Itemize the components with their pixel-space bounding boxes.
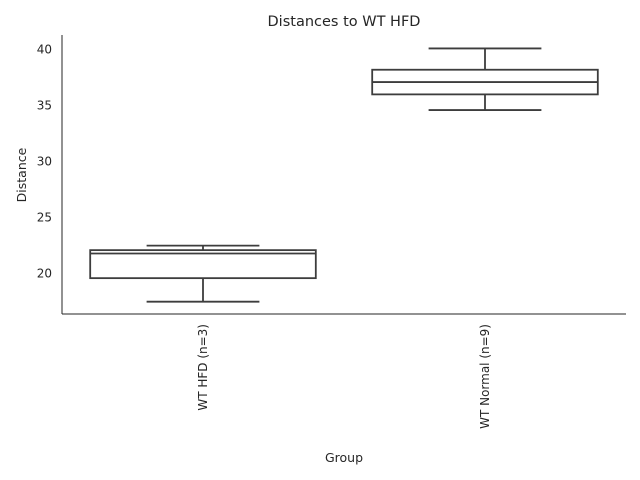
plot-area: 20 25 30 35 40 WT HFD (n=3) WT Normal (n=9) (37, 35, 626, 429)
y-tick-label: 35 (37, 99, 52, 113)
x-axis-label: Group (325, 450, 363, 465)
x-axis-ticks: WT HFD (n=3) WT Normal (n=9) (196, 324, 492, 429)
boxes (89, 47, 599, 303)
y-tick-label: 25 (37, 211, 52, 225)
y-tick-label: 20 (37, 267, 52, 281)
box-group (89, 244, 317, 303)
iqr-box (89, 249, 317, 280)
x-tick-label: WT Normal (n=9) (478, 324, 492, 429)
box-group (371, 47, 599, 111)
x-tick-label: WT HFD (n=3) (196, 324, 210, 411)
y-tick-label: 30 (37, 155, 52, 169)
chart-title: Distances to WT HFD (268, 14, 421, 30)
y-tick-label: 40 (37, 43, 52, 57)
y-axis-label: Distance (14, 147, 29, 202)
y-axis-ticks: 20 25 30 35 40 (37, 43, 52, 281)
